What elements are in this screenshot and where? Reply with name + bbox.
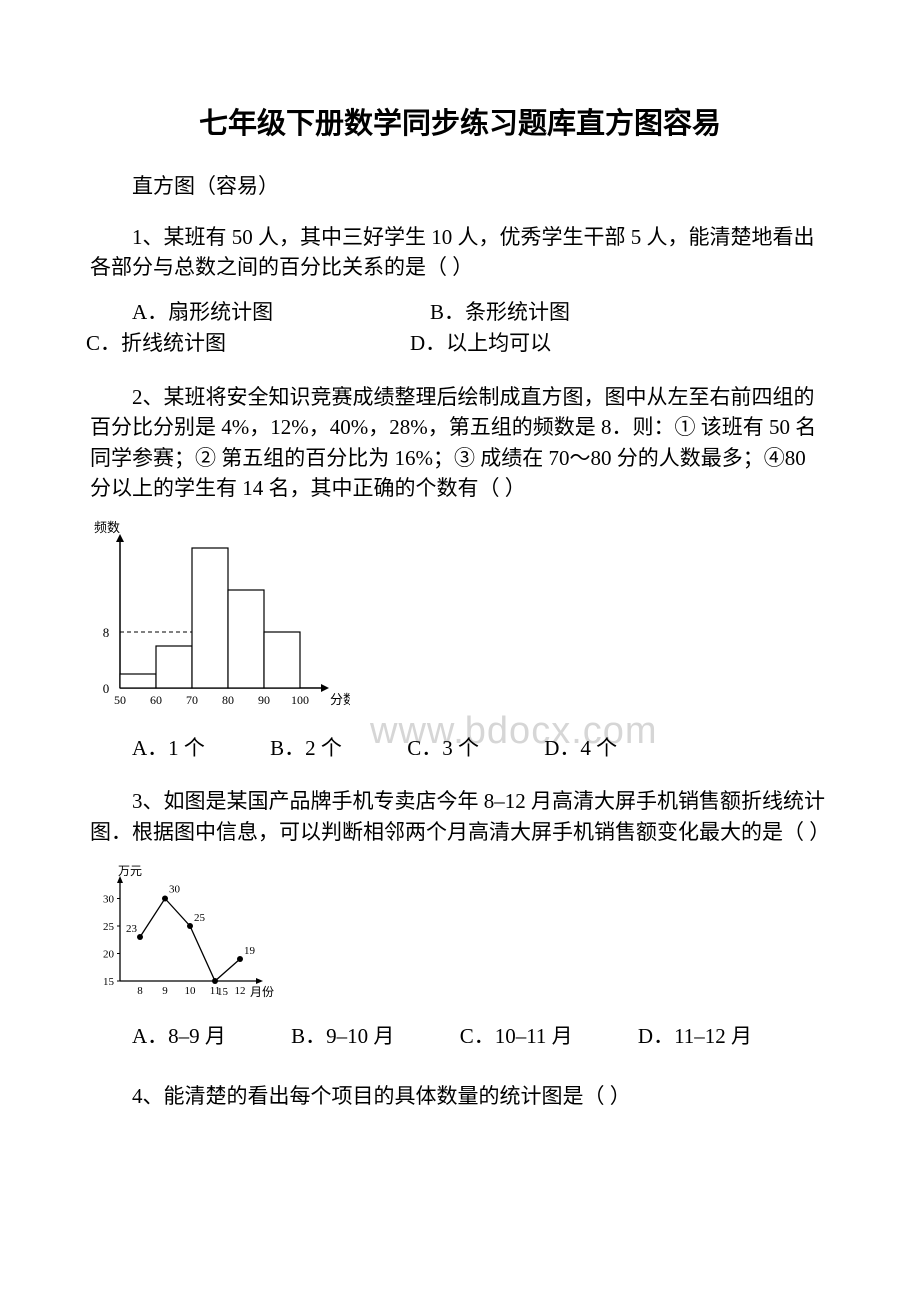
svg-text:0: 0: [103, 681, 110, 696]
svg-text:19: 19: [244, 945, 256, 957]
q3-option-c: C．10–11 月: [460, 1024, 573, 1048]
svg-text:月份: 月份: [250, 985, 274, 999]
svg-text:万元: 万元: [118, 864, 142, 878]
svg-text:20: 20: [103, 949, 115, 961]
q2-option-b: B．2 个: [270, 736, 342, 760]
q1-option-d: D．以上均可以: [410, 328, 830, 360]
svg-text:15: 15: [103, 976, 115, 988]
q3-option-b: B．9–10 月: [291, 1024, 394, 1048]
svg-text:频数: 频数: [94, 520, 120, 535]
svg-text:分数: 分数: [330, 692, 350, 707]
q2-stem: 2、某班将安全知识竞赛成绩整理后绘制成直方图，图中从左至右前四组的百分比分别是 …: [90, 382, 830, 504]
svg-text:30: 30: [103, 894, 115, 906]
svg-text:50: 50: [114, 693, 126, 707]
q1-stem: 1、某班有 50 人，其中三好学生 10 人，优秀学生干部 5 人，能清楚地看出…: [90, 222, 830, 283]
svg-text:8: 8: [137, 985, 143, 997]
svg-text:25: 25: [103, 921, 115, 933]
svg-text:30: 30: [169, 884, 181, 896]
q4-stem: 4、能清楚的看出每个项目的具体数量的统计图是（ ）: [90, 1081, 830, 1111]
q1-option-a: A．扇形统计图: [90, 297, 430, 329]
svg-text:70: 70: [186, 693, 198, 707]
svg-text:100: 100: [291, 693, 309, 707]
svg-text:60: 60: [150, 693, 162, 707]
q3-options: A．8–9 月 B．9–10 月 C．10–11 月 D．11–12 月: [90, 1021, 830, 1053]
q1-option-c: C．折线统计图: [86, 328, 410, 360]
q1-options: A．扇形统计图 B．条形统计图 C．折线统计图 D．以上均可以: [90, 297, 830, 360]
svg-text:8: 8: [103, 625, 110, 640]
q2-option-c: C．3 个: [407, 736, 479, 760]
q2-option-d: D．4 个: [544, 736, 617, 760]
svg-text:80: 80: [222, 693, 234, 707]
q3-stem: 3、如图是某国产品牌手机专卖店今年 8–12 月高清大屏手机销售额折线统计图．根…: [90, 786, 830, 847]
q3-option-d: D．11–12 月: [638, 1024, 752, 1048]
page-title: 七年级下册数学同步练习题库直方图容易: [90, 100, 830, 142]
q3-option-a: A．8–9 月: [132, 1024, 226, 1048]
svg-text:12: 12: [235, 985, 246, 997]
svg-text:10: 10: [185, 985, 197, 997]
q1-option-b: B．条形统计图: [430, 297, 830, 329]
q3-linechart: 万元1520253089101112月份2330251519: [90, 861, 830, 1011]
q2-histogram: 频数 0 8 50 60 70 80 90 100 分数: [90, 518, 830, 723]
svg-text:23: 23: [126, 923, 138, 935]
svg-text:15: 15: [217, 986, 229, 998]
svg-text:9: 9: [162, 985, 168, 997]
q2-option-a: A．1 个: [132, 736, 205, 760]
q2-options: A．1 个 B．2 个 C．3 个 D．4 个: [90, 733, 830, 765]
subtitle: 直方图（容易）: [90, 170, 830, 200]
svg-text:25: 25: [194, 912, 206, 924]
svg-text:90: 90: [258, 693, 270, 707]
